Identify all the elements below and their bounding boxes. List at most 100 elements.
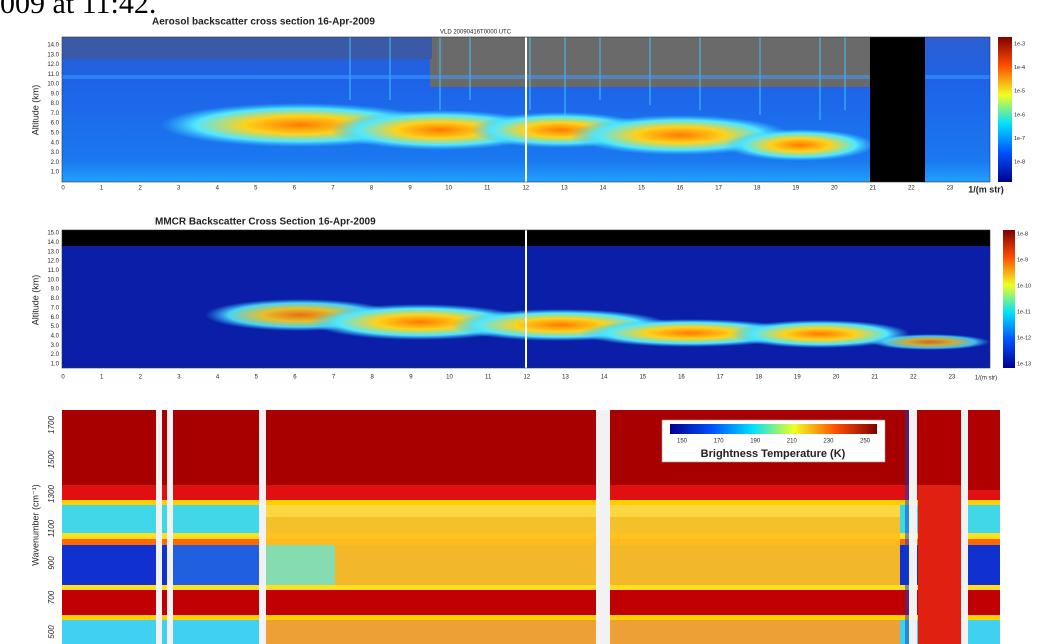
- colorbar-tick-label: 1e-9: [1017, 257, 1028, 263]
- x-tick-label: 17: [717, 375, 724, 381]
- colorbar-tick-label: 1e-5: [1014, 89, 1025, 95]
- x-tick-label: 7: [331, 186, 335, 192]
- y-tick-label: 13.0: [47, 52, 59, 58]
- colorbar-tick-label: 250: [860, 439, 871, 445]
- y-tick-label: 14.0: [47, 43, 59, 49]
- y-tick-label: 1300: [47, 485, 56, 503]
- panel-subtitle: VLD 20090416T0000 UTC: [440, 30, 512, 36]
- caption-fragment: 009 at 11:42.: [0, 0, 156, 20]
- y-tick-label: 7.0: [51, 305, 60, 311]
- y-tick-label: 9.0: [51, 91, 60, 97]
- y-tick-label: 14.0: [47, 240, 59, 246]
- y-tick-label: 7.0: [51, 111, 60, 117]
- y-tick-label: 900: [47, 556, 56, 570]
- x-tick-label: 23: [949, 375, 956, 381]
- x-tick-label: 2: [138, 186, 142, 192]
- colorbar-tick-label: 230: [823, 439, 834, 445]
- x-tick-label: 20: [833, 375, 840, 381]
- y-tick-label: 10.0: [47, 277, 59, 283]
- y-tick-label: 1700: [47, 416, 56, 434]
- x-tick-label: 8: [370, 186, 374, 192]
- x-tick-label: 6: [293, 375, 297, 381]
- colorbar-tick-label: 1e-6: [1014, 112, 1025, 118]
- x-tick-label: 16: [677, 186, 684, 192]
- unit-label: 1/(m str): [975, 376, 997, 382]
- x-tick-label: 5: [255, 375, 259, 381]
- x-tick-label: 14: [600, 186, 607, 192]
- x-tick-label: 21: [870, 186, 877, 192]
- y-tick-label: 9.0: [51, 287, 60, 293]
- y-tick-label: 4.0: [51, 334, 60, 340]
- y-tick-label: 11.0: [48, 72, 60, 78]
- panel-title: Aerosol backscatter cross section 16-Apr…: [152, 17, 375, 28]
- x-tick-label: 13: [562, 375, 569, 381]
- y-tick-label: 8.0: [51, 296, 60, 302]
- x-tick-label: 0: [61, 375, 65, 381]
- y-tick-label: 11.0: [48, 268, 60, 274]
- y-tick-label: 2.0: [51, 352, 60, 358]
- x-tick-label: 3: [177, 375, 181, 381]
- y-tick-label: 1100: [47, 519, 56, 537]
- x-tick-label: 10: [445, 186, 452, 192]
- y-tick-label: 500: [47, 625, 56, 639]
- y-axis-label: Wavenumber (cm⁻¹): [30, 484, 40, 565]
- x-tick-label: 21: [871, 375, 878, 381]
- colorbar: [998, 37, 1012, 182]
- x-tick-label: 3: [177, 186, 181, 192]
- colorbar: [670, 424, 877, 434]
- x-tick-label: 6: [293, 186, 297, 192]
- colorbar-tick-label: 190: [750, 439, 761, 445]
- colorbar-tick-label: 1e-7: [1014, 136, 1025, 142]
- y-tick-label: 700: [47, 590, 56, 604]
- y-tick-label: 12.0: [47, 62, 59, 68]
- y-tick-label: 13.0: [47, 249, 59, 255]
- radar-heatmap: [62, 230, 990, 368]
- x-tick-label: 7: [332, 375, 336, 381]
- panel-title: MMCR Backscatter Cross Section 16-Apr-20…: [155, 217, 376, 228]
- x-tick-label: 16: [678, 375, 685, 381]
- colorbar-tick-label: 1e-8: [1017, 231, 1028, 237]
- y-tick-label: 8.0: [51, 101, 60, 107]
- x-tick-label: 15: [639, 375, 646, 381]
- colorbar-tick-label: 1e-4: [1014, 65, 1025, 71]
- x-tick-label: 9: [409, 375, 413, 381]
- y-tick-label: 1500: [47, 450, 56, 468]
- colorbar-tick-label: 150: [677, 439, 688, 445]
- x-tick-label: 4: [216, 375, 220, 381]
- y-tick-label: 3.0: [51, 343, 60, 349]
- x-tick-label: 1: [100, 186, 104, 192]
- x-tick-label: 15: [638, 186, 645, 192]
- colorbar-tick-label: 210: [787, 439, 798, 445]
- unit-label: 1/(m str): [968, 184, 1004, 194]
- x-tick-label: 20: [831, 186, 838, 192]
- x-tick-label: 11: [484, 186, 491, 192]
- y-axis-label: Altitude (km): [30, 85, 40, 136]
- x-tick-label: 12: [523, 375, 530, 381]
- colorbar-tick-label: 1e-12: [1017, 335, 1031, 341]
- x-tick-label: 22: [910, 375, 917, 381]
- x-tick-label: 4: [216, 186, 220, 192]
- y-tick-label: 12.0: [47, 259, 59, 265]
- y-tick-label: 1.0: [51, 362, 60, 368]
- plot-frame: [61, 229, 991, 369]
- x-tick-label: 19: [794, 375, 801, 381]
- x-tick-label: 12: [522, 186, 529, 192]
- x-tick-label: 5: [254, 186, 258, 192]
- x-tick-label: 22: [908, 186, 915, 192]
- y-tick-label: 6.0: [51, 121, 60, 127]
- y-tick-label: 10.0: [47, 82, 59, 88]
- x-tick-label: 18: [755, 375, 762, 381]
- x-tick-label: 17: [715, 186, 722, 192]
- lidar-heatmap: [62, 37, 990, 182]
- x-tick-label: 1: [100, 375, 104, 381]
- colorbar-tick-label: 1e-8: [1014, 159, 1025, 165]
- x-tick-label: 23: [947, 186, 954, 192]
- x-tick-label: 0: [61, 186, 65, 192]
- x-tick-label: 11: [485, 375, 492, 381]
- x-tick-label: 14: [601, 375, 608, 381]
- y-tick-label: 5.0: [51, 324, 60, 330]
- x-tick-label: 2: [139, 375, 143, 381]
- colorbar-tick-label: 1e-13: [1017, 361, 1031, 367]
- x-tick-label: 19: [792, 186, 799, 192]
- y-tick-label: 3.0: [51, 150, 60, 156]
